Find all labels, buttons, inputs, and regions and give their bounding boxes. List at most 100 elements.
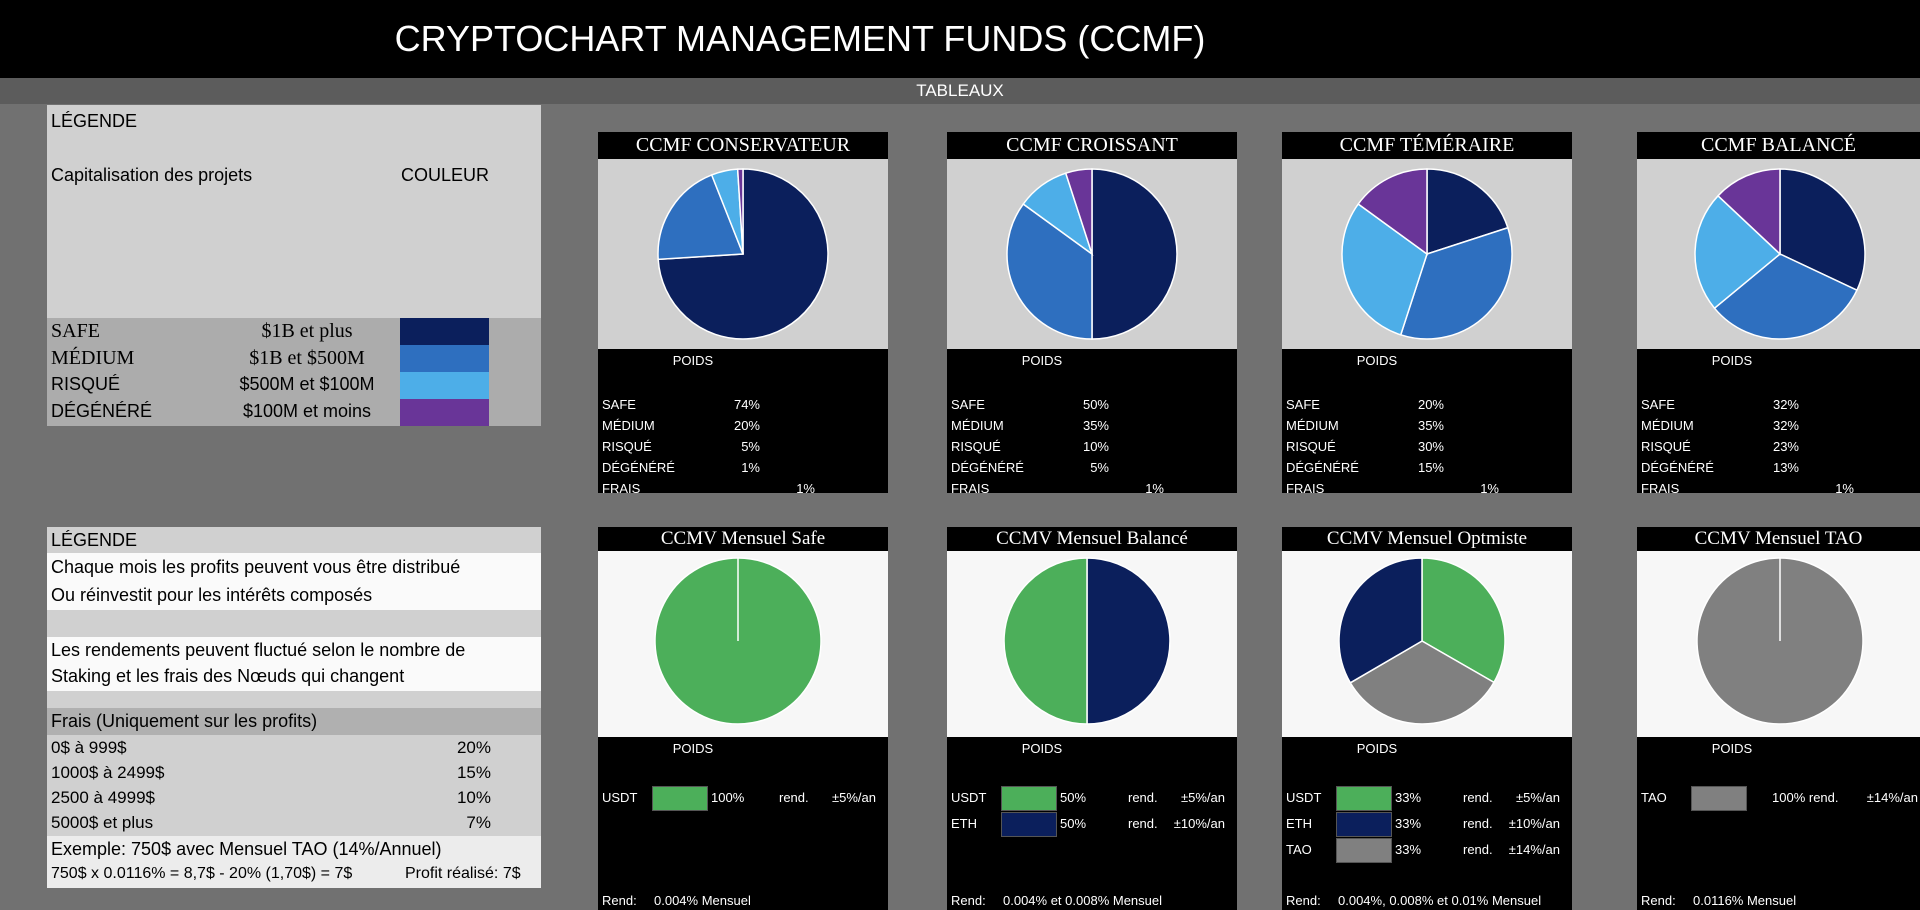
weight-value: 32% <box>1772 418 1799 433</box>
pie-area <box>1637 159 1920 349</box>
fund-card: CCMF CONSERVATEUR POIDS SAFE 74% MÉDIUM 20% RI… <box>598 132 888 496</box>
legend2-note1: Chaque mois les profits peuvent vous êtr… <box>47 553 541 610</box>
profit-text: Profit réalisé: 7$ <box>405 865 521 882</box>
fees-title: Frais (Uniquement sur les profits) <box>47 708 541 735</box>
weights-table: POIDS SAFE 32% MÉDIUM 32% RISQUÉ 23% DÉGÉNÉRÉ 13… <box>1637 349 1920 496</box>
weight-label: DÉGÉNÉRÉ <box>1641 460 1714 475</box>
legend-title: LÉGENDE <box>51 111 138 131</box>
weight-value: 30% <box>1417 439 1444 454</box>
rend-value: 0.004% Mensuel <box>654 893 751 908</box>
color-swatch <box>400 318 489 345</box>
pie-slice <box>1006 202 1093 340</box>
fee-range: 2500 à 4999$ <box>51 788 155 807</box>
pie-slice <box>1421 557 1506 684</box>
pie-slice <box>1003 557 1088 725</box>
pie-area <box>947 551 1237 737</box>
color-swatch <box>400 345 489 372</box>
pie-slice <box>1086 557 1171 725</box>
weight-label: MÉDIUM <box>602 418 655 433</box>
legend2-note2: Les rendements peuvent fluctué selon le … <box>47 637 541 691</box>
fee-pct: 7% <box>466 813 491 832</box>
weights-table: POIDS SAFE 20% MÉDIUM 35% RISQUÉ 30% DÉGÉNÉRÉ 15… <box>1282 349 1572 496</box>
weight-label: SAFE <box>951 397 985 412</box>
page-title: CRYPTOCHART MANAGEMENT FUNDS (CCMF) <box>0 0 1920 78</box>
frais-value: 1% <box>1145 481 1164 496</box>
annual-return: ±10%/an <box>1173 816 1225 831</box>
weight-value: 15% <box>1417 460 1444 475</box>
rend-label: rend. <box>1463 816 1493 831</box>
pie-chart <box>1006 168 1178 340</box>
fund-card: CCMF BALANCÉ POIDS SAFE 32% MÉDIUM 32% RISQUÉ 2… <box>1637 132 1920 496</box>
weight-value: 32% <box>1772 397 1799 412</box>
weight-label: RISQUÉ <box>602 439 652 454</box>
asset-label: USDT <box>1286 790 1322 805</box>
fee-range: 5000$ et plus <box>51 813 154 832</box>
legend-row-range: $500M et $100M <box>239 374 375 394</box>
asset-weight: 50% <box>1060 790 1087 805</box>
asset-color-swatch <box>1001 786 1057 811</box>
color-swatch <box>400 372 489 399</box>
fund-title: CCMF BALANCÉ <box>1637 132 1920 159</box>
pie-area <box>1637 551 1920 737</box>
poids-label: POIDS <box>1356 353 1398 368</box>
weight-value: 1% <box>741 460 760 475</box>
pie-slice <box>1349 640 1495 725</box>
asset-color-swatch <box>652 786 708 811</box>
spacer <box>47 610 541 637</box>
weights-table: POIDS USDT 100% rend. ±5%/an Rend: 0.004% Mens… <box>598 737 888 910</box>
pie-slice <box>1064 168 1093 255</box>
weight-label: SAFE <box>602 397 636 412</box>
monthly-title: CCMV Mensuel TAO <box>1637 527 1920 551</box>
monthly-title: CCMV Mensuel Safe <box>598 527 888 551</box>
legend-row-name: RISQUÉ <box>51 374 121 394</box>
weight-value: 74% <box>733 397 760 412</box>
fund-card: CCMF CROISSANT POIDS SAFE 50% MÉDIUM 35% RISQU… <box>947 132 1237 496</box>
annual-return: ±10%/an <box>1508 816 1560 831</box>
asset-color-swatch <box>1691 786 1747 811</box>
legend-capitalisation: LÉGENDE Capitalisation des projets COULE… <box>47 105 541 426</box>
poids-label: POIDS <box>1711 741 1753 756</box>
note-line: Chaque mois les profits peuvent vous êtr… <box>51 557 461 577</box>
legend-row-name: MÉDIUM <box>51 347 135 369</box>
weight-label: RISQUÉ <box>1641 439 1691 454</box>
rend-value: 0.004%, 0.008% et 0.01% Mensuel <box>1338 893 1542 908</box>
weight-value: 20% <box>1417 397 1444 412</box>
pie-slice <box>736 168 744 255</box>
weights-table: POIDS USDT 50% rend. ±5%/an ETH 50% rend. ±10%/a… <box>947 737 1237 910</box>
section-tab-tableaux[interactable]: TABLEAUX <box>0 78 1920 104</box>
monthly-card: CCMV Mensuel Optmiste POIDS USDT 33% rend. ±5… <box>1282 527 1572 910</box>
annual-return: ±14%/an <box>1508 842 1560 857</box>
color-label: COULEUR <box>401 165 490 185</box>
asset-label: ETH <box>1286 816 1312 831</box>
pie-area <box>1282 159 1572 349</box>
pie-slice <box>1713 253 1858 340</box>
color-swatch <box>400 399 489 426</box>
legend2-title: LÉGENDE <box>47 527 541 553</box>
weight-label: SAFE <box>1286 397 1320 412</box>
weight-label: SAFE <box>1641 397 1675 412</box>
fee-row: 2500 à 4999$ 10% <box>51 785 541 810</box>
pie-slice <box>1694 194 1782 310</box>
asset-weight: 100% <box>711 790 745 805</box>
annual-return: ±5%/an <box>1516 790 1560 805</box>
asset-label: TAO <box>1641 790 1667 805</box>
weight-value: 20% <box>733 418 760 433</box>
fund-title: CCMF CONSERVATEUR <box>598 132 888 159</box>
calc-text: 750$ x 0.0116% = 8,7$ - 20% (1,70$) = 7$ <box>51 865 353 882</box>
fee-range: 1000$ à 2499$ <box>51 763 165 782</box>
weight-label: MÉDIUM <box>1286 418 1339 433</box>
weight-label: MÉDIUM <box>951 418 1004 433</box>
rend-label: rend. <box>1463 842 1493 857</box>
monthly-title: CCMV Mensuel Balancé <box>947 527 1237 551</box>
pie-chart <box>1341 168 1513 340</box>
frais-value: 1% <box>1835 481 1854 496</box>
pie-slice <box>1341 202 1428 336</box>
note-line: Les rendements peuvent fluctué selon le … <box>51 640 466 660</box>
rend-value: 0.004% et 0.008% Mensuel <box>1003 893 1162 908</box>
pie-slice <box>657 173 745 261</box>
annual-return: ±5%/an <box>832 790 876 805</box>
asset-color-swatch <box>1336 838 1392 863</box>
frais-value: 1% <box>796 481 815 496</box>
fee-row: 0$ à 999$ 20% <box>51 735 541 760</box>
poids-label: POIDS <box>1711 353 1753 368</box>
